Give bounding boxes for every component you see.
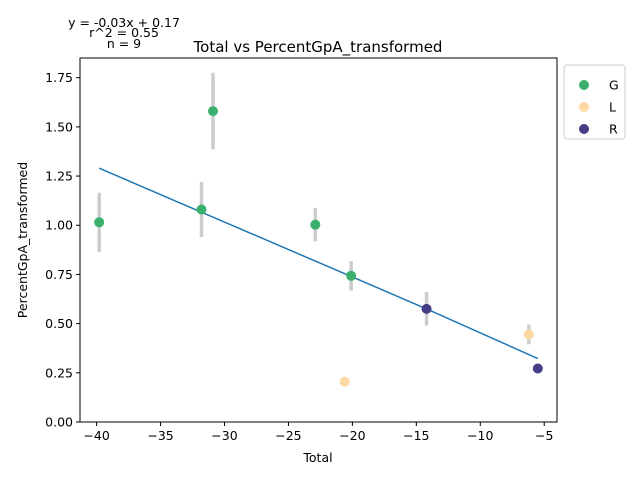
data-point-G xyxy=(346,270,357,281)
legend-label-G: G xyxy=(609,78,619,93)
y-tick-label: 1.00 xyxy=(45,218,73,233)
data-point-G xyxy=(94,217,105,228)
regression-line xyxy=(98,167,539,360)
x-tick-label: −20 xyxy=(339,428,365,443)
x-tick-label: −25 xyxy=(275,428,301,443)
data-point-G xyxy=(196,204,207,215)
x-tick-label: −10 xyxy=(467,428,493,443)
data-point-G xyxy=(207,106,218,117)
legend-marker-G xyxy=(579,80,589,90)
y-tick-label: 0.50 xyxy=(45,316,73,331)
x-axis: −40 −35 −30 −25 −20 −15 −10 −5 xyxy=(83,422,553,443)
y-axis-label: PercentGpA_transformed xyxy=(15,162,30,318)
plot-area-frame xyxy=(79,57,558,423)
n-count-label: n = 9 xyxy=(107,36,141,51)
y-tick-label: 1.75 xyxy=(45,70,73,85)
regression-equation: y = -0.03x + 0.17 xyxy=(68,15,180,30)
y-tick-label: 0.25 xyxy=(45,365,73,380)
legend-label-R: R xyxy=(609,122,618,137)
x-tick-label: −15 xyxy=(403,428,429,443)
plot-marks xyxy=(94,72,543,387)
legend-marker-L xyxy=(579,102,589,112)
data-point-L xyxy=(339,376,350,387)
data-point-L xyxy=(523,329,534,340)
y-tick-label: 1.50 xyxy=(45,119,73,134)
x-tick-label: −35 xyxy=(147,428,173,443)
x-tick-label: −30 xyxy=(211,428,237,443)
data-point-R xyxy=(532,363,543,374)
r-squared-label: r^2 = 0.55 xyxy=(89,25,159,40)
y-axis: 0.00 0.25 0.50 0.75 1.00 1.25 1.50 1.75 xyxy=(45,70,80,430)
data-point-G xyxy=(310,219,321,230)
x-axis-label: Total xyxy=(302,450,332,465)
legend-marker-R xyxy=(579,124,589,134)
data-point-R xyxy=(421,303,432,314)
chart-title: Total vs PercentGpA_transformed xyxy=(193,38,443,57)
y-tick-label: 0.00 xyxy=(45,415,73,430)
x-tick-label: −5 xyxy=(535,428,553,443)
x-tick-label: −40 xyxy=(83,428,109,443)
legend: GLR xyxy=(563,64,626,140)
y-tick-label: 1.25 xyxy=(45,169,73,184)
legend-label-L: L xyxy=(609,100,616,115)
y-tick-label: 0.75 xyxy=(45,267,73,282)
